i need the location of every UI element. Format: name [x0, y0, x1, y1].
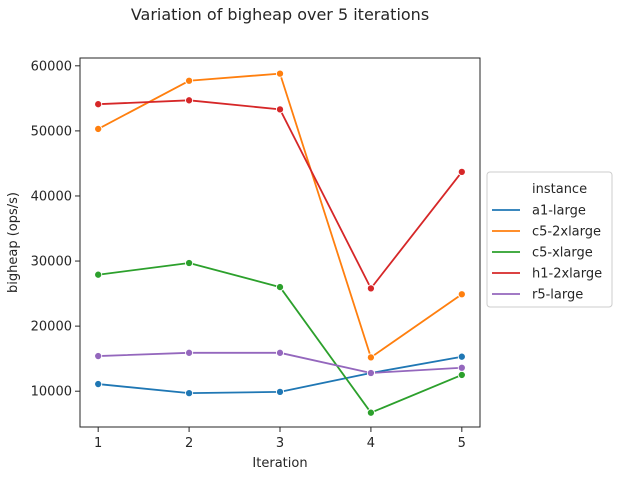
legend: instance a1-large c5-2xlarge c5-xlarge h1-2…	[486, 171, 613, 308]
data-point-a1-large	[94, 379, 103, 389]
data-point-a1-large	[185, 389, 194, 398]
data-point-r5-large	[366, 368, 375, 378]
data-point-r5-large	[94, 352, 103, 361]
x-axis-label: Iteration	[252, 456, 307, 471]
series-line-c5-2xlarge	[97, 72, 463, 359]
chart-title: Variation of bigheap over 5 iterations	[131, 5, 429, 24]
x-tick-label: 2	[185, 436, 193, 451]
data-point-h1-2xlarge	[94, 100, 103, 109]
y-tick-label: 50000	[31, 124, 72, 139]
series-line-h1-2xlarge	[98, 99, 463, 290]
data-point-h1-2xlarge	[457, 167, 466, 176]
data-point-c5-2xlarge	[275, 69, 285, 78]
data-point-r5-large	[185, 348, 194, 357]
x-tick-label: 4	[367, 436, 375, 451]
legend-label-c5-xlarge: c5-xlarge	[532, 246, 593, 261]
data-point-c5-xlarge	[275, 283, 285, 292]
legend-label-c5-2xlarge: c5-2xlarge	[532, 225, 601, 240]
plot-area	[94, 69, 466, 417]
data-point-c5-xlarge	[366, 408, 375, 417]
legend-title: instance	[532, 182, 587, 197]
data-point-r5-large	[275, 348, 285, 357]
series-line-a1-large	[98, 355, 462, 395]
y-tick-label: 30000	[31, 255, 72, 270]
legend-label-r5-large: r5-large	[532, 288, 583, 303]
y-tick-label: 60000	[31, 59, 72, 74]
x-tick-label: 5	[458, 436, 466, 451]
y-tick-label: 10000	[31, 385, 72, 400]
y-axis-label: bigheap (ops/s)	[6, 192, 21, 293]
x-tick-label: 1	[94, 436, 102, 451]
data-point-a1-large	[457, 352, 466, 361]
data-point-c5-2xlarge	[366, 353, 375, 362]
data-point-a1-large	[275, 387, 285, 396]
data-point-c5-xlarge	[185, 258, 194, 268]
data-point-r5-large	[457, 363, 466, 372]
data-point-c5-2xlarge	[185, 76, 194, 85]
legend-label-h1-2xlarge: h1-2xlarge	[532, 267, 602, 282]
y-tick-label: 20000	[31, 320, 72, 335]
data-point-h1-2xlarge	[275, 105, 285, 114]
data-point-c5-xlarge	[94, 270, 103, 279]
legend-label-a1-large: a1-large	[532, 204, 586, 219]
data-point-h1-2xlarge	[185, 96, 194, 105]
y-tick-label: 40000	[31, 189, 72, 204]
data-point-c5-2xlarge	[457, 290, 466, 299]
data-point-c5-xlarge	[457, 370, 466, 379]
data-point-h1-2xlarge	[366, 284, 375, 293]
x-tick-label: 3	[276, 436, 284, 451]
data-point-c5-2xlarge	[94, 124, 103, 133]
